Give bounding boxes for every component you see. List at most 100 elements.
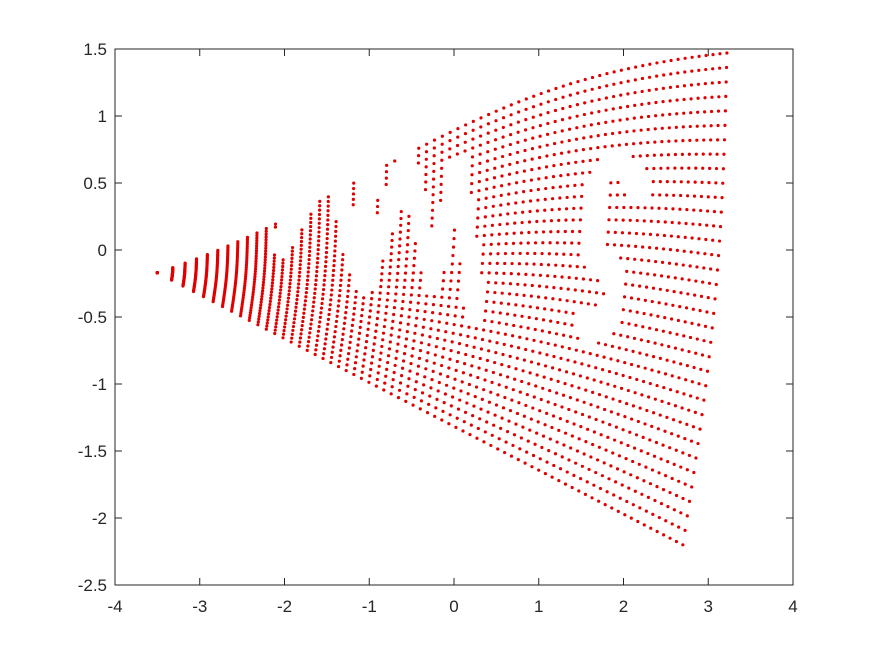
scatter-point [665, 358, 669, 362]
scatter-point [518, 390, 522, 394]
scatter-point [639, 141, 643, 145]
scatter-point [289, 267, 293, 271]
scatter-point [689, 111, 693, 115]
scatter-point [437, 380, 441, 385]
scatter-point [514, 303, 518, 307]
scatter-point [682, 84, 687, 88]
scatter-point [695, 337, 699, 341]
scatter-point [256, 323, 260, 327]
scatter-point [625, 130, 629, 134]
scatter-point [636, 519, 640, 524]
scatter-point [646, 127, 650, 132]
scatter-point [550, 366, 555, 370]
scatter-point [244, 272, 248, 276]
scatter-point [679, 291, 683, 295]
scatter-point [493, 147, 497, 151]
scatter-point [692, 365, 696, 370]
scatter-point [245, 261, 249, 265]
scatter-point [700, 353, 705, 357]
scatter-point [580, 171, 585, 175]
scatter-point [702, 124, 706, 128]
scatter-point [316, 243, 321, 247]
scatter-point [704, 384, 708, 388]
scatter-point [299, 243, 303, 247]
scatter-point [425, 142, 429, 146]
scatter-point [568, 116, 572, 120]
scatter-point [612, 438, 617, 442]
scatter-point [530, 157, 534, 161]
scatter-point [500, 362, 504, 367]
scatter-point [629, 473, 633, 477]
scatter-point [263, 263, 267, 267]
scatter-point [627, 231, 632, 235]
scatter-point [566, 161, 571, 165]
scatter-point [191, 289, 196, 294]
scatter-point [245, 254, 249, 258]
scatter-point [503, 251, 508, 256]
scatter-point [724, 65, 729, 70]
scatter-point [702, 398, 706, 402]
scatter-point [412, 256, 417, 260]
scatter-point [316, 329, 321, 333]
scatter-point [652, 153, 656, 157]
scatter-point [606, 230, 610, 234]
scatter-point [641, 435, 645, 439]
scatter-point [557, 479, 561, 483]
scatter-point [713, 297, 717, 301]
scatter-point [591, 390, 595, 394]
scatter-point [382, 388, 386, 392]
scatter-point [386, 354, 391, 358]
scatter-point [497, 242, 501, 246]
scatter-point [318, 208, 322, 212]
scatter-point [603, 343, 608, 347]
scatter-point [668, 490, 672, 495]
scatter-point [486, 122, 491, 126]
scatter-point [693, 180, 697, 184]
scatter-point [623, 360, 627, 365]
scatter-point [276, 305, 281, 309]
scatter-point [342, 327, 346, 331]
scatter-point [476, 426, 480, 431]
scatter-point [604, 96, 608, 100]
scatter-point [476, 216, 480, 220]
scatter-point [301, 319, 305, 324]
scatter-point [595, 458, 600, 462]
scatter-point [254, 251, 258, 256]
scatter-point [687, 166, 691, 170]
scatter-point [371, 348, 375, 352]
scatter-point [561, 95, 565, 99]
scatter-point [629, 205, 633, 210]
scatter-point [317, 221, 321, 225]
scatter-point [590, 496, 594, 500]
scatter-point [464, 123, 468, 127]
scatter-point [660, 140, 664, 144]
scatter-point [280, 274, 284, 279]
scatter-point [531, 349, 535, 353]
scatter-point [492, 195, 496, 199]
scatter-point [456, 407, 461, 411]
scatter-point [575, 103, 580, 107]
scatter-point [682, 111, 686, 115]
scatter-point [422, 383, 426, 387]
scatter-point [467, 325, 471, 329]
scatter-point [713, 195, 717, 199]
scatter-point [633, 91, 637, 95]
scatter-point [579, 301, 583, 305]
scatter-point [332, 264, 336, 268]
scatter-point [300, 235, 304, 240]
scatter-point [522, 358, 527, 362]
scatter-point [537, 468, 541, 472]
scatter-point [678, 207, 682, 211]
scatter-point [636, 419, 640, 424]
scatter-point [515, 411, 520, 416]
scatter-point [532, 94, 536, 98]
scatter-point [515, 356, 519, 360]
scatter-point [455, 359, 459, 364]
scatter-point [640, 258, 644, 262]
scatter-point [692, 470, 696, 475]
scatter-point [403, 271, 408, 275]
scatter-point [672, 508, 676, 512]
scatter-point [553, 141, 557, 146]
scatter-point [546, 263, 551, 267]
scatter-point [484, 196, 488, 200]
